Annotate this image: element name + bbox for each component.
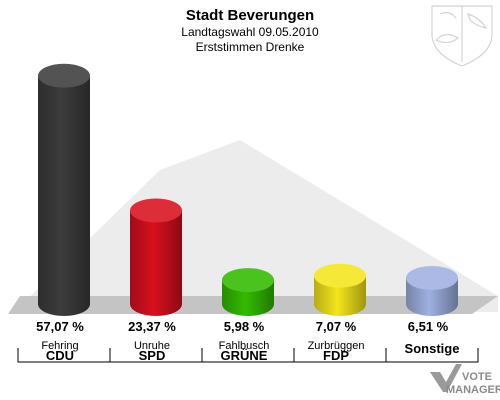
candidate-label: Fehring: [41, 340, 78, 352]
bar-body: [38, 75, 90, 316]
party-label: GRÜNE: [221, 348, 268, 363]
party-label: Sonstige: [405, 341, 460, 356]
bar-top: [222, 268, 274, 293]
nrw-coat-of-arms-icon: [431, 5, 493, 67]
value-label: 7,07 %: [316, 319, 357, 334]
bar-top: [406, 265, 458, 290]
candidate-label: Fahlbusch: [219, 340, 270, 352]
chart-subtitle: Landtagswahl 09.05.2010: [181, 25, 319, 39]
value-label: 6,51 %: [408, 319, 449, 334]
bar-body: [130, 210, 182, 316]
party-label: CDU: [46, 348, 74, 363]
watermark-line1: VOTE: [462, 371, 492, 383]
value-label: 57,07 %: [36, 319, 84, 334]
candidate-label: Unruhe: [134, 340, 170, 352]
chart-subtitle-2: Erststimmen Drenke: [196, 40, 305, 54]
party-label: SPD: [139, 348, 166, 363]
bars-group: [38, 63, 458, 316]
bar-top: [314, 263, 366, 288]
vote-manager-logo-icon: [430, 364, 462, 392]
bar-cdu: [38, 63, 90, 316]
bar-fdp: [314, 263, 366, 316]
bar-top: [130, 198, 182, 223]
party-bracket: [385, 348, 479, 363]
bar-top: [38, 63, 90, 88]
bar-sonstige: [406, 265, 458, 316]
value-label: 23,37 %: [128, 319, 176, 334]
party-label: FDP: [323, 348, 349, 363]
candidate-label: Zurbrüggen: [308, 340, 365, 352]
chart-title: Stadt Beverungen: [186, 7, 314, 24]
bar-spd: [130, 198, 182, 316]
watermark-line2: MANAGER: [446, 384, 500, 396]
value-label: 5,98 %: [224, 319, 265, 334]
bar-grne: [222, 268, 274, 316]
